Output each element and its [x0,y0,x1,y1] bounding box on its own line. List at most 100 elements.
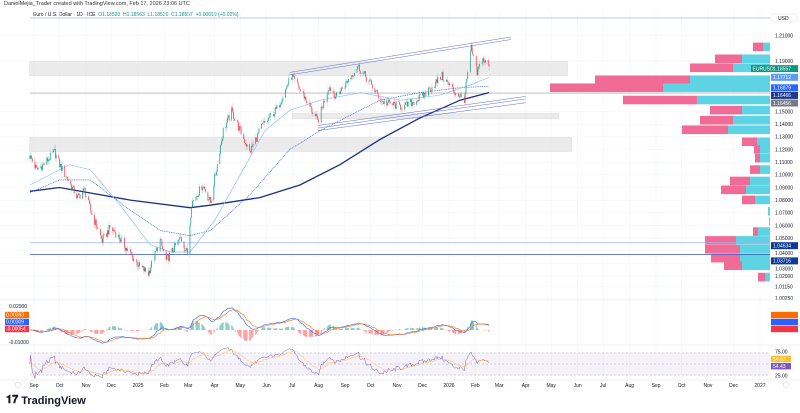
price-tick-label: 1.09000 [775,185,793,191]
candle-down [483,58,485,62]
auto-scale-button[interactable] [782,381,790,389]
candle-down [270,113,272,115]
candle-up [268,117,269,121]
candle-up [167,254,169,256]
candle-up [280,103,282,105]
candle-down [67,179,69,182]
candle-down [458,93,459,97]
volume-profile-buy-bar [690,75,770,85]
candle-down [130,251,132,255]
currency-box[interactable] [770,13,798,23]
volume-profile-buy-bar [755,195,770,205]
price-tick-label: 1.06000 [775,223,793,229]
candle-up [148,270,150,276]
timezone-button[interactable] [14,381,22,389]
candle-up [202,187,204,191]
ohlc-close: C1.18557 [171,12,193,18]
candle-down [118,234,120,240]
candle-up [340,90,342,95]
candle-up [353,75,354,77]
macd-value-tag [5,325,29,333]
macd-tick-label: 0.02000 [9,304,27,310]
tradingview-logo[interactable]: 𝟏𝟕 TradingView [6,394,86,407]
candle-down [36,165,37,168]
candle-down [475,55,477,66]
candle-down [383,101,384,105]
candle-down [131,254,133,256]
candle-up [246,144,248,147]
candle-down [401,108,403,110]
volume-profile-sell-bar [753,227,758,236]
candle-up [213,186,215,201]
candle-up [156,247,158,252]
volume-profile-sell-bar [753,42,763,52]
candle-up [72,185,74,187]
candle-down [300,89,302,92]
price-tag [771,84,798,92]
candle-down [207,192,209,201]
candle-up [423,93,425,98]
candle-up [407,101,409,107]
candle-up [356,69,358,73]
candle-down [339,92,341,95]
volume-profile-sell-bar [742,137,757,147]
candle-down [452,86,454,92]
symbol-legend[interactable]: Euro / U.S. Dollar · 1D · ICE O1.18520 H… [33,12,238,18]
volume-profile-buy-bar [763,42,770,52]
candle-down [124,247,126,251]
candle-up [455,93,457,96]
candle-down [43,163,45,165]
volume-profile-buy-bar [740,253,770,263]
volume-profile-buy-bar [750,176,770,186]
candle-up [48,159,49,162]
channel-trendline [289,39,512,76]
candle-up [459,94,461,98]
candle-down [32,158,33,162]
candle-down [160,239,162,240]
candle-down [139,262,141,266]
time-tick-label: Sep [341,383,350,389]
candle-up [179,237,181,240]
time-tick-label: Aug [314,383,323,389]
volume-profile-sell-bar [711,253,740,263]
candle-up [151,260,152,268]
volume-profile-buy-bar [740,244,770,254]
price-tag [771,242,798,250]
candle-down [71,184,72,191]
volume-profile-sell-bar [710,105,742,115]
candle-up [209,196,210,200]
chart-attribution: DanielMejia_Trader created with TradingV… [4,1,190,7]
time-tick-label: Feb [471,383,480,389]
candle-up [77,195,78,199]
candle-up [376,89,377,91]
candle-up [341,87,342,91]
candles [29,40,490,279]
candle-up [72,186,73,191]
price-tag-value: 1.03716 [773,259,791,265]
candle-up [323,100,325,109]
candle-down [73,185,75,194]
candle-up [189,224,191,255]
candle-up [375,90,377,93]
candle-up [138,262,140,267]
candle-up [405,102,406,105]
candle-down [442,71,444,81]
price-tick-label: 1.00250 [775,296,793,302]
price-tick-label: 1.02000 [775,274,793,280]
candle-down [279,105,280,108]
time-tick-label: 2027 [754,383,765,389]
candle-down [440,76,441,80]
candle-up [335,96,337,99]
price-tick-label: 1.12000 [775,147,793,153]
candle-up [286,86,288,88]
candle-down [115,232,117,238]
time-tick-label: Nov [704,383,713,389]
candle-up [256,133,258,142]
volume-profile-buy-bar [765,272,770,282]
time-tick-label: Oct [367,383,375,389]
price-chart[interactable]: USD 1.210001.190001.18557EURUSD1.177121.… [0,0,800,392]
candle-down [29,155,31,159]
candle-down [298,86,300,90]
rsi-value: 54.43 [773,364,786,370]
